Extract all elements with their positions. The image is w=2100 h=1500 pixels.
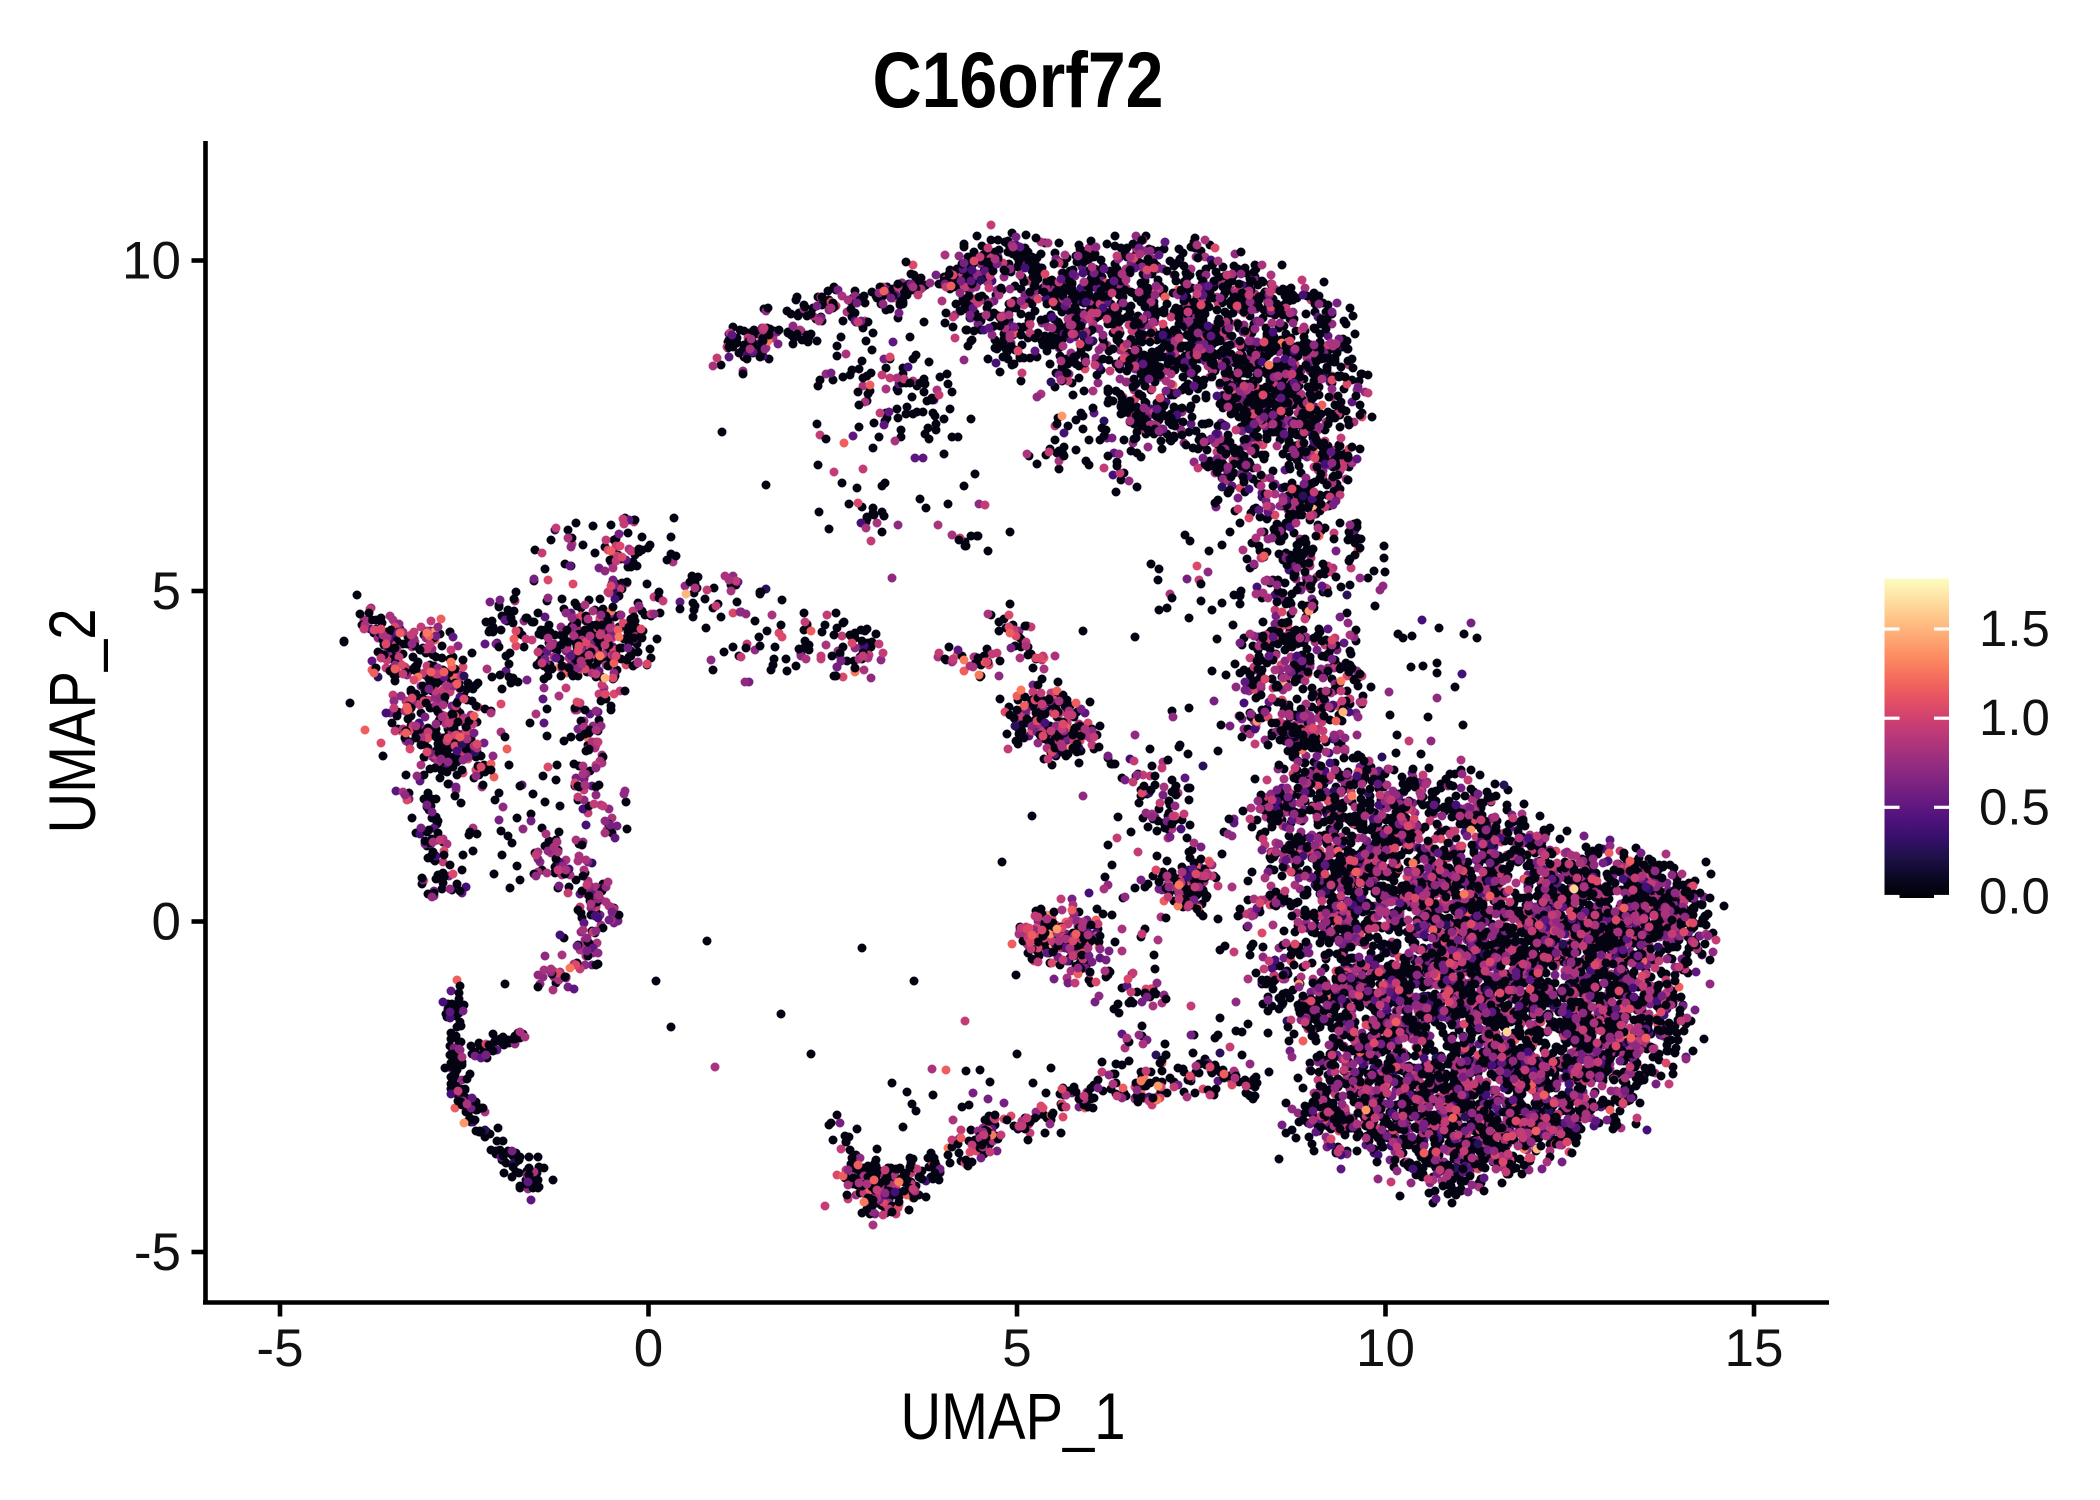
svg-text:C16orf72: C16orf72 (873, 35, 1164, 124)
svg-text:0.0: 0.0 (1979, 868, 2050, 925)
svg-text:0: 0 (634, 1319, 663, 1378)
svg-text:10: 10 (1356, 1319, 1415, 1378)
svg-text:UMAP_1: UMAP_1 (901, 1379, 1126, 1453)
svg-text:15: 15 (1725, 1319, 1784, 1378)
svg-text:0: 0 (152, 893, 181, 952)
svg-text:UMAP_2: UMAP_2 (35, 609, 109, 834)
svg-text:5: 5 (1002, 1319, 1031, 1378)
svg-text:-5: -5 (134, 1223, 181, 1282)
svg-text:1.0: 1.0 (1979, 689, 2050, 746)
svg-text:10: 10 (122, 232, 181, 291)
svg-text:0.5: 0.5 (1979, 778, 2050, 835)
svg-text:1.5: 1.5 (1979, 600, 2050, 657)
svg-text:5: 5 (152, 562, 181, 621)
svg-text:-5: -5 (256, 1319, 303, 1378)
